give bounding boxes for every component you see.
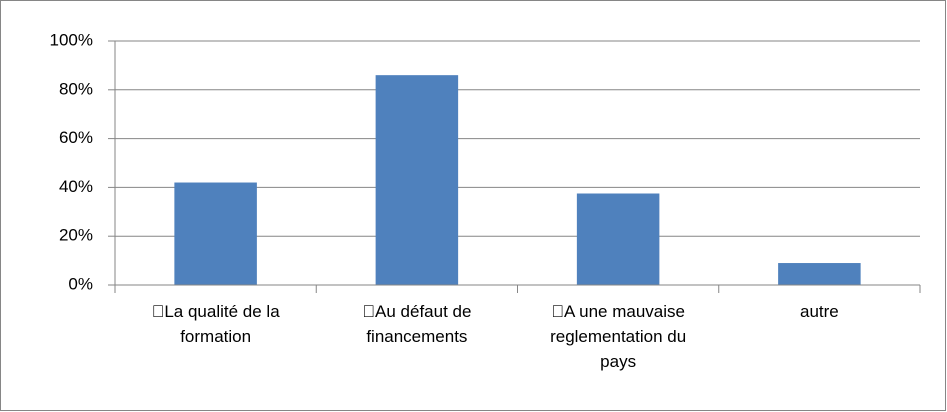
bar <box>174 182 257 285</box>
y-tick-label: 0% <box>68 274 93 293</box>
x-tick-label: La qualité de la formation <box>152 302 280 346</box>
x-tick-label: A une mauvaise reglementation du pays <box>550 302 687 371</box>
x-tick-label: autre <box>800 302 839 321</box>
y-tick-label: 20% <box>59 226 93 245</box>
y-tick-label: 80% <box>59 79 93 98</box>
y-tick-label: 40% <box>59 177 93 196</box>
bar <box>375 75 459 285</box>
bar <box>778 263 861 285</box>
y-tick-label: 100% <box>50 30 93 49</box>
y-tick-label: 60% <box>59 128 93 147</box>
x-tick-label: Au défaut de financements <box>362 302 471 346</box>
bar <box>576 193 660 285</box>
